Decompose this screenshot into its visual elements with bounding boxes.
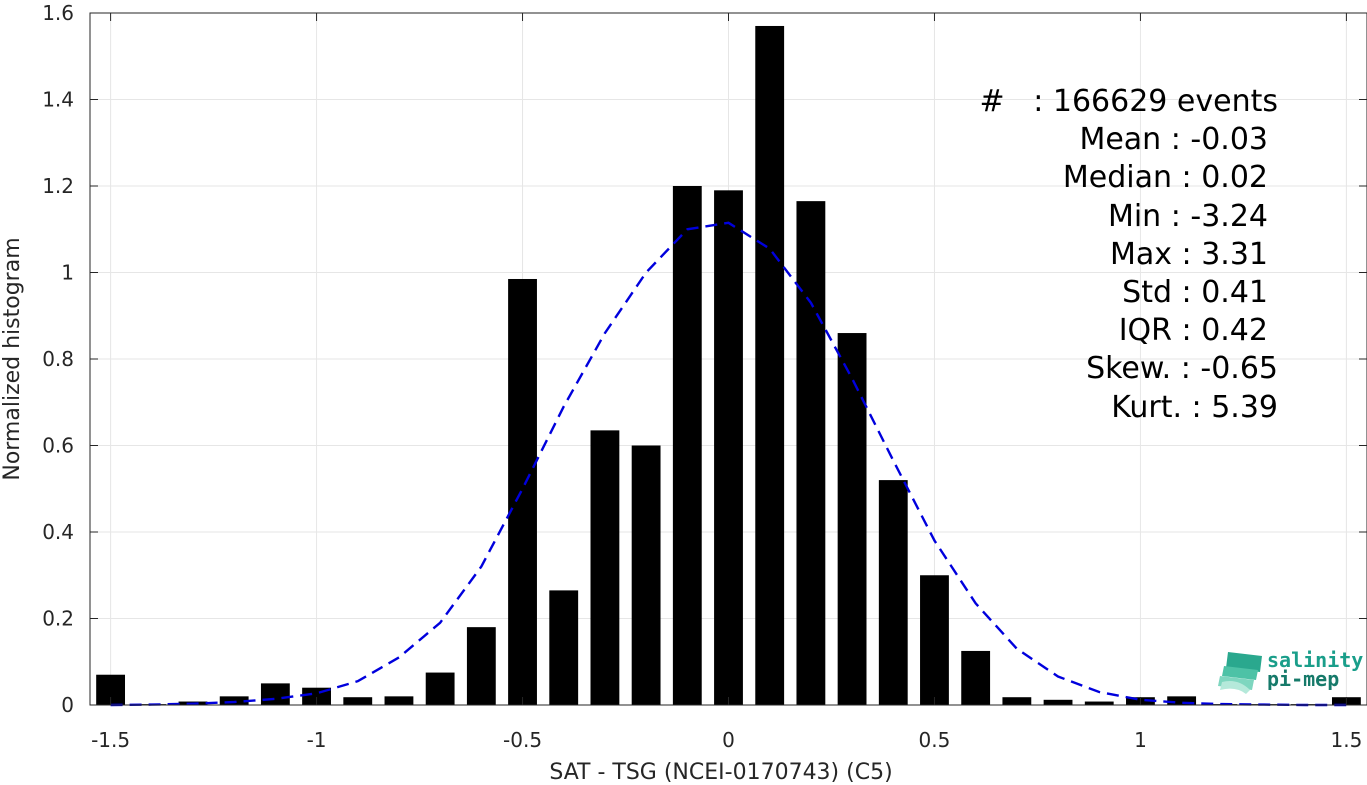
histogram-bar [590, 430, 620, 705]
y-axis-label: Normalized histogram [0, 237, 25, 480]
y-tick-label: 1.4 [42, 88, 74, 112]
stat-median: Median : 0.02 [1063, 160, 1268, 195]
x-axis-label: SAT - TSG (NCEI-0170743) (C5) [549, 760, 892, 785]
stats-annotation: # : 166629 events Mean : -0.03 Median : … [979, 84, 1278, 425]
histogram-bar [1002, 697, 1032, 705]
histogram-bar [384, 696, 414, 705]
histogram-bar [1043, 699, 1073, 705]
bars [96, 25, 1361, 706]
x-tick-label: 1 [1134, 728, 1147, 752]
histogram-bar [466, 627, 496, 705]
stat-skew: Skew. : -0.65 [1086, 351, 1278, 386]
y-axis: 0 0.2 0.4 0.6 0.8 1 1.2 1.4 1.6 [42, 1, 1367, 717]
stat-mean: Mean : -0.03 [1079, 122, 1268, 157]
histogram-bar [1084, 701, 1114, 705]
stat-iqr: IQR : 0.42 [1119, 313, 1268, 348]
x-tick-label: 1.5 [1330, 728, 1362, 752]
histogram-bar [631, 445, 661, 705]
stat-std: Std : 0.41 [1122, 275, 1268, 310]
histogram-bar [1167, 696, 1197, 705]
y-tick-label: 1 [61, 261, 74, 285]
histogram-bar [961, 650, 991, 705]
x-tick-label: -0.5 [503, 728, 542, 752]
x-axis: -1.5 -1 -0.5 0 0.5 1 1.5 [91, 13, 1362, 752]
stat-min: Min : -3.24 [1108, 199, 1268, 234]
histogram-bar [549, 590, 579, 705]
y-tick-label: 1.2 [42, 174, 74, 198]
histogram-bar [837, 333, 867, 705]
x-tick-label: -1.5 [91, 728, 130, 752]
y-tick-label: 1.6 [42, 1, 74, 25]
y-tick-label: 0.2 [42, 607, 74, 631]
histogram-bar [508, 278, 537, 705]
y-tick-label: 0 [61, 693, 74, 717]
histogram-bar [672, 186, 702, 705]
histogram-bar [920, 575, 949, 705]
x-tick-label: 0.5 [919, 728, 951, 752]
x-tick-label: 0 [722, 728, 735, 752]
stat-kurt: Kurt. : 5.39 [1111, 390, 1278, 425]
histogram-bar [343, 697, 373, 705]
histogram-bar [260, 683, 290, 705]
histogram-bar [714, 190, 743, 705]
logo-mark-icon [1218, 652, 1262, 694]
histogram-bar [755, 25, 785, 706]
fit-curve [110, 221, 1347, 707]
histogram-bar [425, 672, 455, 705]
histogram-bar [796, 201, 826, 705]
histogram-bar [219, 696, 249, 705]
x-tick-label: -1 [307, 728, 327, 752]
y-tick-label: 0.4 [42, 520, 74, 544]
salinity-pi-mep-logo: salinity pi-mep [1218, 648, 1363, 694]
y-tick-label: 0.8 [42, 347, 74, 371]
y-tick-label: 0.6 [42, 434, 74, 458]
logo-line-salinity: salinity [1267, 648, 1363, 672]
histogram-bar [878, 480, 908, 705]
logo-line-pi-mep: pi-mep [1267, 667, 1339, 691]
stat-events: # : 166629 events [979, 84, 1278, 119]
stat-max: Max : 3.31 [1110, 237, 1268, 272]
